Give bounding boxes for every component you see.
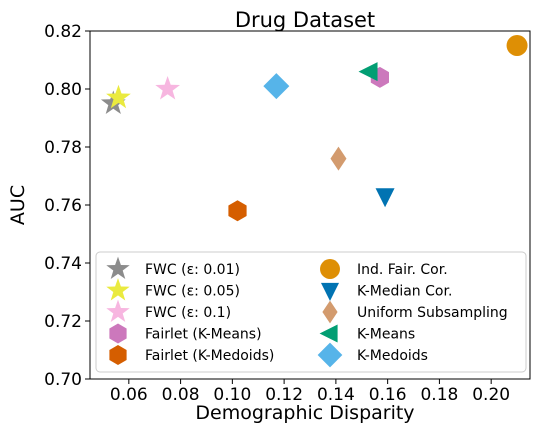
legend-label-k-medoids: K-Medoids — [357, 348, 428, 364]
point-fairlet-k-medoids — [228, 200, 247, 222]
x-axis-label: Demographic Disparity — [195, 402, 414, 424]
axis-ticks: 0.06 0.08 0.10 0.12 0.14 0.16 0.18 0.20 0.70 0.72… — [44, 22, 510, 405]
legend-marker-uniform-subsampling — [322, 300, 338, 324]
y-tick-label: 0.76 — [44, 196, 82, 216]
x-tick-label: 0.10 — [213, 385, 251, 405]
y-tick-label: 0.70 — [44, 370, 82, 390]
x-tick-label: 0.20 — [472, 385, 510, 405]
y-tick-label: 0.72 — [44, 312, 82, 332]
legend-marker-fwc-eps-0-01 — [106, 256, 130, 279]
legend-marker-fairlet-k-medoids — [109, 345, 127, 365]
y-tick-label: 0.80 — [44, 80, 82, 100]
point-fwc-eps-0-05 — [106, 84, 131, 109]
legend-label-ind-fair-cor: Ind. Fair. Cor. — [357, 262, 448, 278]
data-points — [100, 35, 528, 222]
x-tick-label: 0.08 — [162, 385, 200, 405]
legend-label-fairlet-k-medoids: Fairlet (K-Medoids) — [145, 348, 274, 364]
legend-marker-fwc-eps-0-05 — [106, 278, 130, 301]
point-fwc-eps-0-1 — [155, 76, 180, 100]
legend-marker-fairlet-k-means — [109, 323, 127, 344]
y-axis-label: AUC — [7, 185, 29, 225]
x-tick-label: 0.14 — [317, 385, 355, 405]
legend-label-fwc-eps-0-01: FWC (ε: 0.01) — [145, 262, 240, 278]
y-tick-label: 0.78 — [44, 138, 82, 158]
chart-title: Drug Dataset — [235, 8, 375, 32]
legend-label-k-means: K-Means — [357, 327, 415, 343]
legend-label-fairlet-k-means: Fairlet (K-Means) — [145, 327, 262, 343]
point-k-median-cor — [375, 188, 395, 208]
legend-marker-k-medoids — [317, 342, 343, 368]
legend-marker-k-median-cor — [320, 282, 340, 301]
legend-marker-k-means — [319, 324, 338, 343]
plot-frame — [89, 30, 531, 380]
y-tick-label: 0.74 — [44, 254, 82, 274]
legend-label-uniform-subsampling: Uniform Subsampling — [357, 305, 508, 321]
legend-marker-fwc-eps-0-1 — [106, 299, 130, 322]
point-ind-fair-cor — [506, 35, 528, 56]
x-tick-label: 0.12 — [265, 385, 303, 405]
point-uniform-subsampling — [330, 146, 347, 171]
legend-marker-ind-fair-cor — [320, 259, 340, 279]
x-tick-label: 0.18 — [420, 385, 458, 405]
legend-items: FWC (ε: 0.01) FWC (ε: 0.05) FWC (ε: 0.1) Fa… — [106, 256, 508, 368]
legend-label-fwc-eps-0-05: FWC (ε: 0.05) — [145, 284, 240, 300]
x-tick-label: 0.16 — [369, 385, 407, 405]
legend-label-k-median-cor: K-Median Cor. — [357, 284, 452, 300]
point-k-means — [358, 62, 378, 82]
legend-box — [95, 251, 527, 373]
y-tick-label: 0.82 — [44, 22, 82, 42]
legend: FWC (ε: 0.01) FWC (ε: 0.05) FWC (ε: 0.1) Fa… — [95, 251, 527, 373]
point-k-medoids — [263, 73, 290, 100]
x-tick-label: 0.06 — [110, 385, 148, 405]
legend-label-fwc-eps-0-1: FWC (ε: 0.1) — [145, 305, 231, 321]
